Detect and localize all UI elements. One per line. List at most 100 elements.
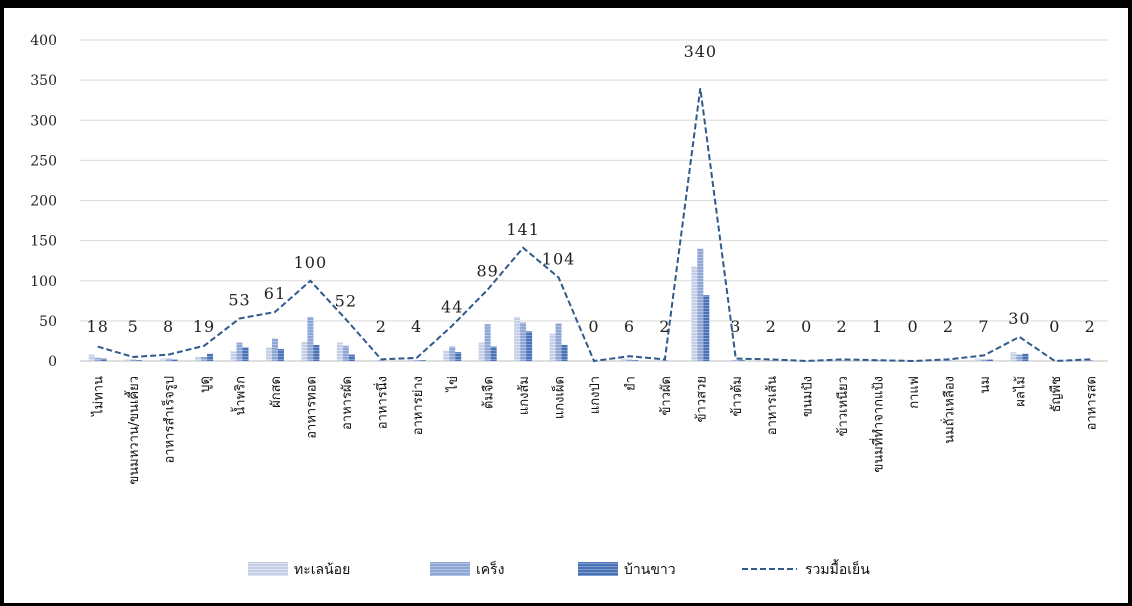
data-label: 0 (801, 317, 812, 336)
legend-label: บ้านขาว (624, 562, 676, 578)
x-category-label: แกงป่า (588, 376, 603, 414)
data-label: 0 (588, 317, 599, 336)
bar-2 (490, 346, 497, 361)
bar-2 (632, 360, 639, 361)
bar-0 (514, 316, 521, 361)
data-label: 30 (1008, 309, 1030, 328)
legend-swatch (248, 562, 288, 576)
x-category-label: อาหารสำเร็จรูป (160, 376, 178, 463)
bar-2 (136, 360, 143, 361)
data-label: 104 (542, 250, 576, 269)
data-label: 8 (163, 317, 174, 336)
bar-2 (419, 360, 426, 361)
x-category-label: กาแฟ (907, 376, 922, 409)
bar-1 (271, 338, 278, 361)
bar-1 (165, 358, 172, 361)
x-category-label: ข้าวผัด (659, 376, 674, 416)
x-category-label: ต้มจืด (481, 376, 497, 409)
x-category-label: ไข่ (445, 376, 461, 392)
x-category-label: ข้าวเหนียว (835, 376, 851, 436)
bar-2 (207, 353, 214, 361)
bar-0 (655, 360, 662, 361)
bar-2 (561, 344, 568, 361)
bar-1 (484, 324, 491, 361)
bar-1 (1016, 354, 1023, 361)
data-label: 18 (87, 317, 109, 336)
x-category-label: อาหารผัด (340, 376, 355, 430)
x-category-label: แกงเผ็ด (550, 376, 568, 419)
legend-swatch (578, 562, 618, 576)
bar-0 (974, 358, 981, 361)
y-tick-label: 250 (30, 153, 57, 169)
bar-1 (945, 360, 952, 361)
legend-label: รวมมื้อเย็น (805, 559, 870, 578)
data-label: 7 (978, 317, 989, 336)
bar-1 (413, 360, 420, 361)
total-line (97, 88, 1091, 363)
bar-2 (738, 360, 745, 361)
data-label: 44 (441, 298, 463, 317)
x-category-label: นมถั่วเหลือง (940, 376, 957, 444)
x-category-label: ไม่ทาน (91, 376, 107, 417)
data-label: 1 (872, 317, 883, 336)
bar-series (88, 248, 1094, 361)
x-category-label: อาหารเส้น (765, 376, 780, 435)
bar-0 (195, 356, 202, 361)
bar-0 (1081, 360, 1088, 361)
bar-1 (768, 360, 775, 361)
bar-1 (520, 322, 527, 361)
gridlines (80, 39, 1108, 362)
bar-2 (986, 359, 993, 361)
x-category-label: ขนมที่ทำจากแป้ง (870, 376, 887, 473)
x-category-label: แกงส้ม (517, 376, 532, 415)
legend-label: เคร็ง (476, 560, 505, 578)
legend-label: ทะเลน้อย (294, 562, 350, 578)
x-category-label: ธัญพืช (1048, 376, 1064, 413)
bar-1 (130, 359, 137, 361)
x-category-label: ขนมปัง (801, 376, 816, 417)
bar-0 (549, 333, 556, 361)
bar-1 (626, 359, 633, 361)
data-label: 61 (264, 284, 286, 303)
x-category-label: ผักสด (269, 376, 284, 408)
bar-0 (372, 360, 379, 361)
data-label: 0 (1049, 317, 1060, 336)
y-tick-label: 150 (30, 234, 57, 250)
x-category-label: นม (978, 376, 993, 393)
bar-0 (301, 341, 308, 361)
bar-1 (732, 360, 739, 361)
data-label: 3 (730, 317, 741, 336)
x-category-label: ขนมหวาน/ขนเคี้ยว (124, 376, 142, 485)
bar-0 (230, 351, 237, 361)
bar-1 (874, 360, 881, 361)
y-tick-label: 50 (39, 314, 57, 330)
x-category-label: อาหารสด (1084, 376, 1099, 430)
bar-1 (839, 360, 846, 361)
data-label: 2 (837, 317, 848, 336)
bar-1 (449, 346, 456, 361)
legend: ทะเลน้อย เคร็ง บ้านขาว รวมมื้อเย็น (248, 559, 870, 578)
data-label: 53 (228, 290, 250, 309)
bar-0 (159, 358, 166, 361)
x-category-label: ข้าวสวย (694, 376, 709, 422)
data-label: 100 (294, 253, 328, 272)
data-label: 52 (335, 291, 357, 310)
data-label: 2 (943, 317, 954, 336)
bar-1 (661, 360, 668, 361)
data-label: 6 (624, 317, 635, 336)
data-label: 4 (411, 317, 422, 336)
x-category-label: ยำ (623, 376, 638, 391)
bar-0 (407, 359, 414, 361)
bar-2 (313, 344, 320, 361)
data-label: 19 (193, 317, 215, 336)
y-tick-label: 400 (30, 33, 57, 49)
bar-1 (980, 359, 987, 361)
y-axis: 0 50 100 150 200 250 300 350 400 (30, 33, 57, 370)
bar-2 (703, 295, 710, 361)
bar-1 (201, 356, 208, 361)
bar-2 (526, 331, 533, 361)
x-axis: ไม่ทาน ขนมหวาน/ขนเคี้ยว อาหารสำเร็จรูป บูดู… (91, 376, 1100, 485)
bar-2 (348, 354, 355, 361)
